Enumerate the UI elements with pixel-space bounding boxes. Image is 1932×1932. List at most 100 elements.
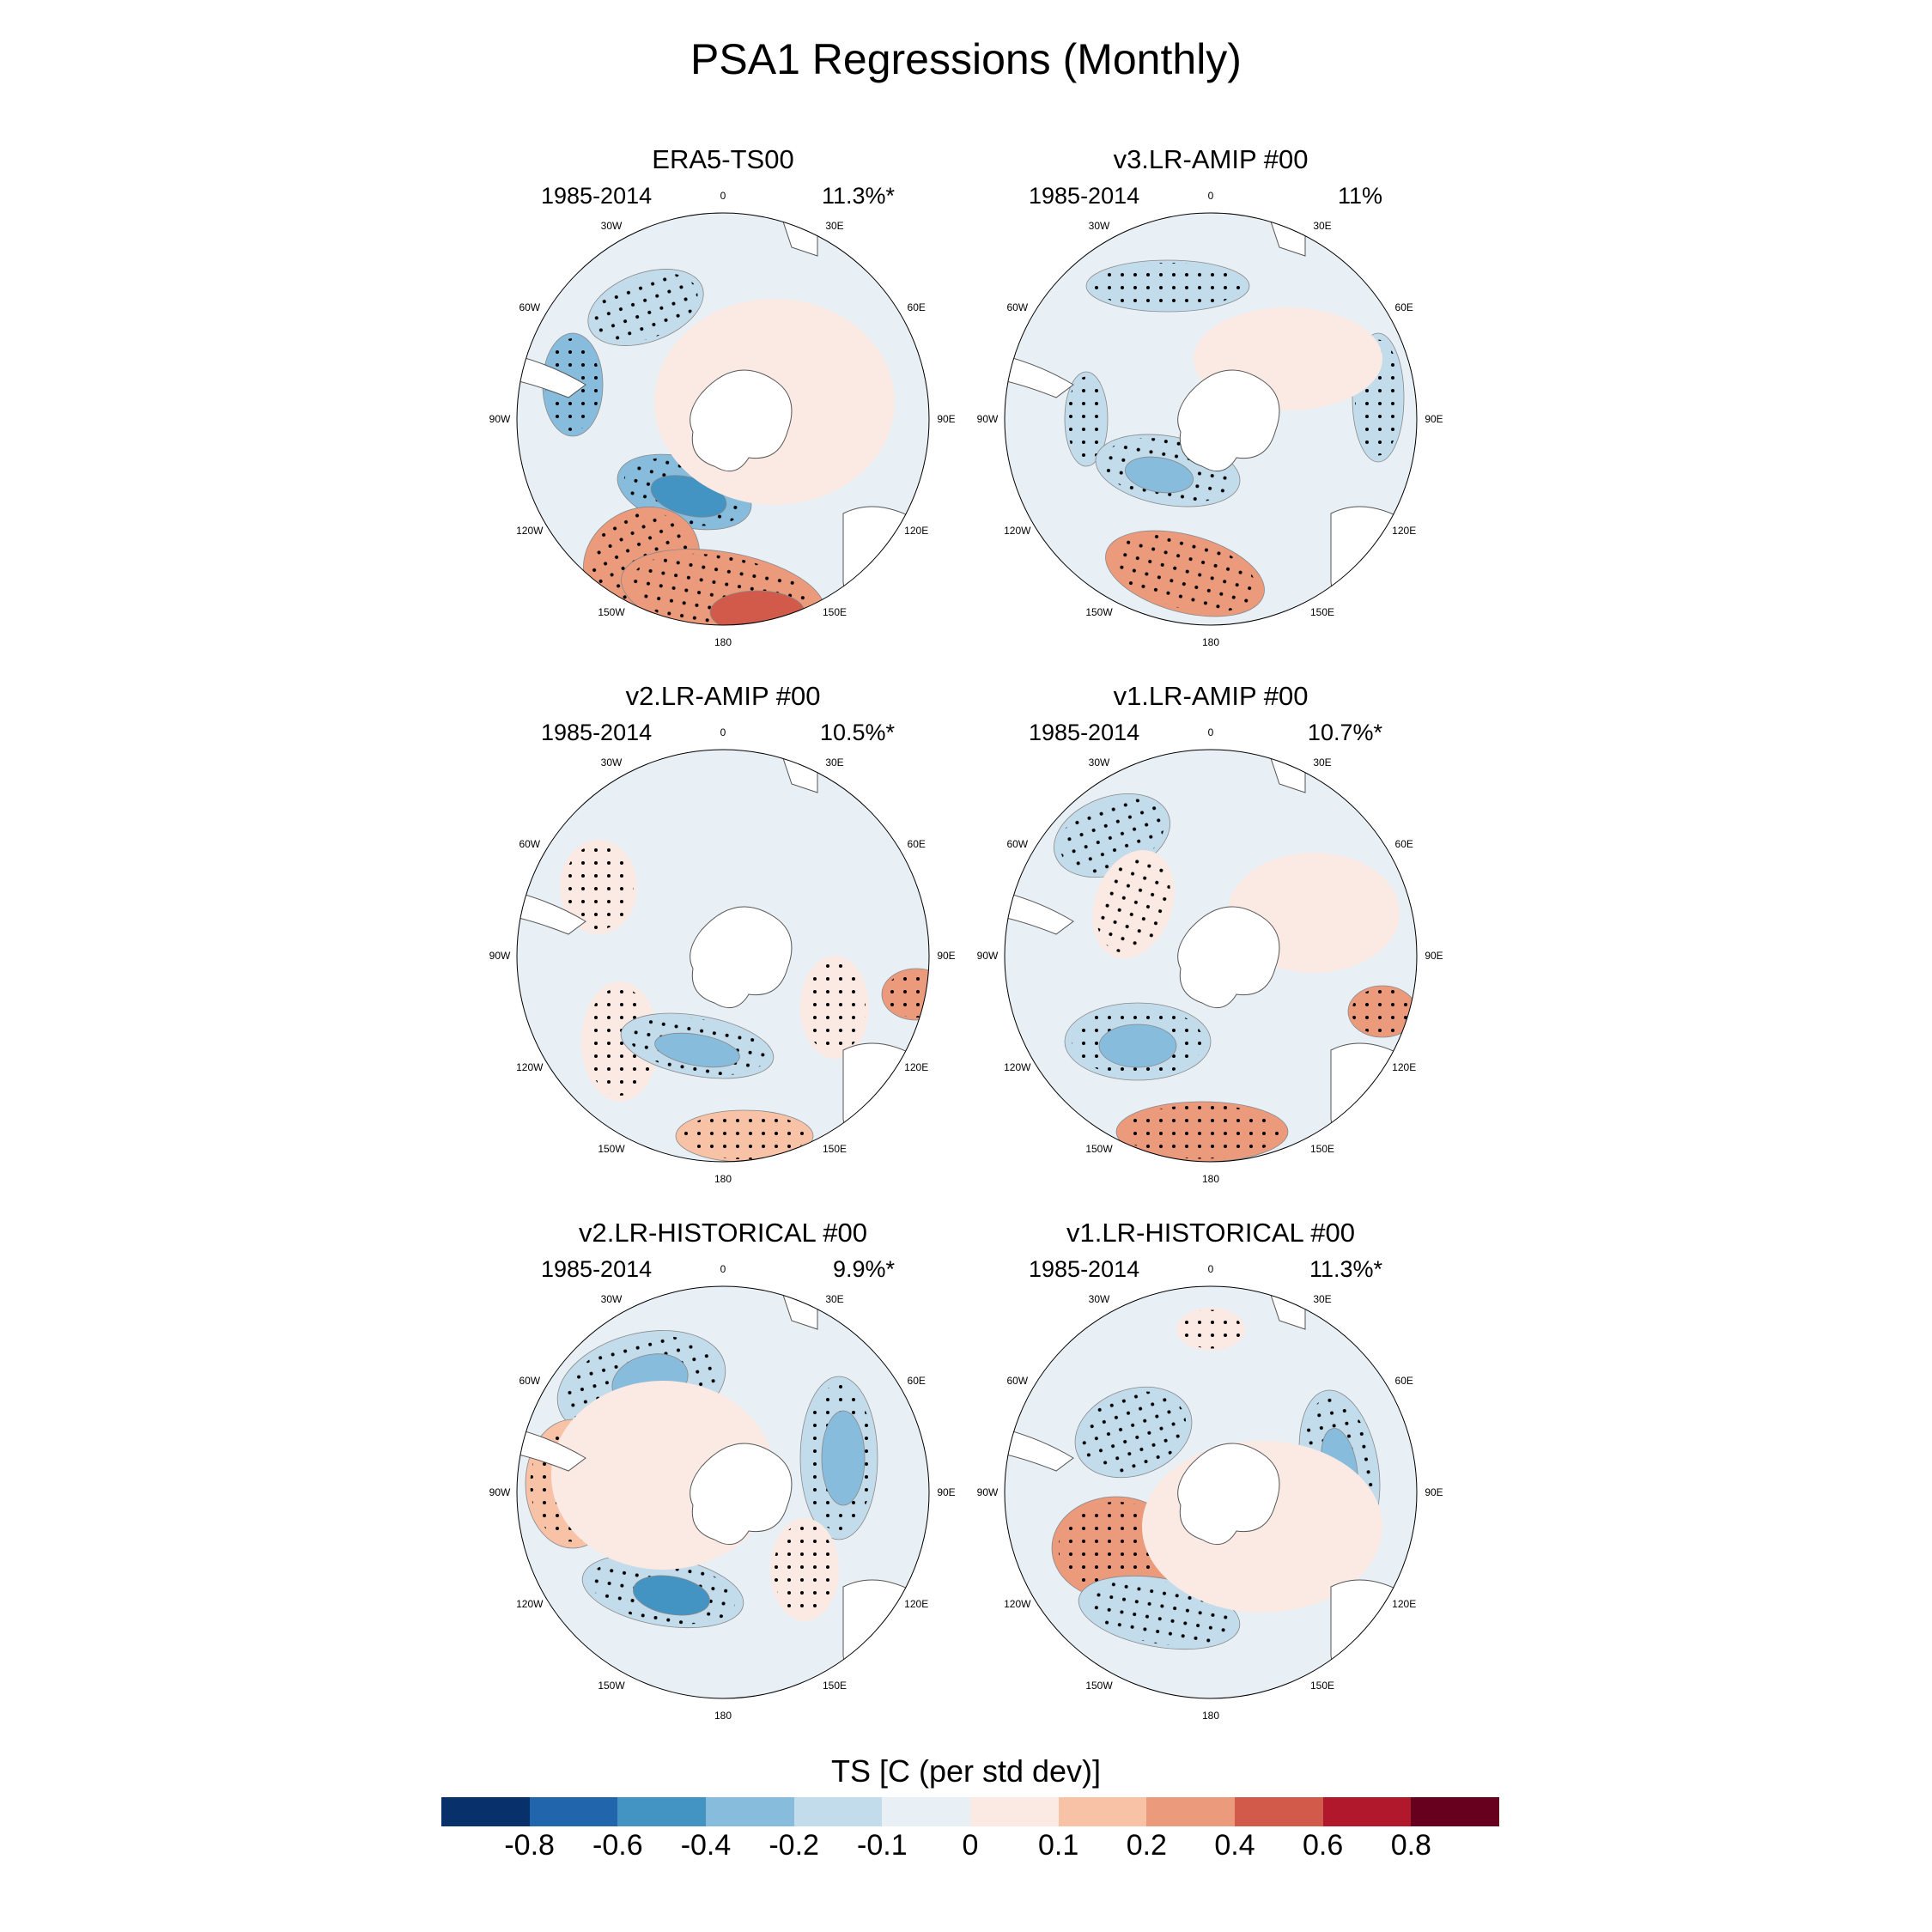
longitude-label: 60E [1395,838,1413,850]
longitude-label: 120E [904,525,928,537]
longitude-label: 120E [1392,1061,1416,1073]
colorbar-swatch [529,1797,618,1826]
longitude-label: 150W [1085,1680,1113,1692]
map-boundary [1004,1285,1418,1699]
longitude-label: 60W [519,301,540,313]
significance-stipple [1080,1391,1187,1473]
colorbar-tick-label: -0.2 [769,1829,819,1862]
longitude-label: 180 [714,636,732,648]
colorbar-tick-label: 0.2 [1126,1829,1167,1862]
longitude-label: 90W [489,950,511,962]
polar-map: 0 30E 60E 90E 120E 150E 180 150W 120W 90W 60W 30W [489,190,956,648]
longitude-label: 180 [714,1710,732,1722]
land-mask [1330,1579,1417,1698]
land-mask [690,369,793,472]
panel-variance-percent: 11.3%* [1309,1256,1382,1282]
anomaly-region [1125,456,1194,494]
colorbar-tick-label: -0.6 [592,1829,643,1862]
polar-map: 0 30E 60E 90E 120E 150E 180 150W 120W 90W 60W 30W [489,1263,956,1722]
longitude-label: 150E [1310,1680,1334,1692]
colorbar-swatch [1058,1797,1147,1826]
longitude-label: 30W [1089,1293,1110,1305]
panel-title: ERA5-TS00 [652,144,794,174]
longitude-label: 150E [823,606,847,618]
map-boundary [516,212,930,626]
significance-stipple [1125,1104,1279,1159]
anomaly-region [1098,1024,1177,1068]
longitude-label: 60W [519,1375,540,1387]
map-boundary [516,749,930,1163]
longitude-label: 60E [908,838,926,850]
anomaly-region [709,590,805,625]
longitude-label: 120W [516,525,544,537]
panel-variance-percent: 11% [1337,183,1382,209]
colorbar-swatch [1411,1797,1500,1826]
map-panel: v1.LR-HISTORICAL #00 1985-2014 11.3%* 0 30E 6… [936,1218,1485,1733]
map-panel: v1.LR-AMIP #00 1985-2014 10.7%* 0 30E 60E 90E 1… [936,681,1485,1196]
significance-stipple [1180,1309,1242,1349]
longitude-label: 60W [1006,301,1028,313]
colorbar-tick-label: -0.4 [680,1829,732,1862]
longitude-label: 150E [823,1143,847,1155]
longitude-label: 90W [977,413,999,425]
longitude-label: 150W [598,1143,625,1155]
land-mask [902,263,929,288]
longitude-label: 120W [516,1061,544,1073]
map-boundary [516,1285,930,1699]
map-boundary [1004,212,1418,626]
colorbar-swatch [970,1797,1059,1826]
longitude-label: 120E [904,1598,928,1610]
map-panel: v2.LR-AMIP #00 1985-2014 10.5%* 0 30E 60E 90E 1… [448,681,998,1196]
longitude-label: 30E [1313,756,1331,769]
land-mask [842,1042,929,1162]
land-mask [690,1443,793,1546]
longitude-label: 150E [1310,1143,1334,1155]
longitude-label: 90E [937,413,955,425]
land-mask [842,506,929,625]
figure-title: PSA1 Regressions (Monthly) [690,35,1242,83]
longitude-label: 30E [1313,1293,1331,1305]
colorbar-tick-label: 0.6 [1303,1829,1344,1862]
longitude-label: 0 [720,190,726,202]
colorbar-swatch [441,1797,530,1826]
longitude-label: 0 [1208,1263,1214,1275]
longitude-label: 30W [601,1293,623,1305]
land-mask [1177,906,1280,1009]
longitude-label: 30W [1089,220,1110,232]
significance-stipple [593,272,698,343]
panel-variance-percent: 11.3%* [821,183,895,209]
longitude-label: 120E [904,1061,928,1073]
significance-stipple [1352,988,1413,1035]
longitude-label: 120W [1004,1598,1031,1610]
map-panel: v2.LR-HISTORICAL #00 1985-2014 9.9%* 0 30E 60… [448,1218,998,1733]
significance-stipple [683,1113,806,1159]
longitude-label: 90E [937,1486,955,1498]
longitude-label: 0 [1208,726,1214,738]
longitude-label: 150E [823,1680,847,1692]
longitude-label: 60W [519,838,540,850]
longitude-label: 120E [1392,525,1416,537]
significance-stipple [1097,855,1170,953]
panel-title: v1.LR-AMIP #00 [1113,681,1309,711]
colorbar-swatch [882,1797,971,1826]
panel-period: 1985-2014 [1029,183,1140,209]
panel-period: 1985-2014 [1029,1256,1140,1282]
longitude-label: 60E [908,301,926,313]
significance-stipple [585,987,655,1096]
longitude-label: 150E [1310,606,1334,618]
colorbar [441,1797,1500,1826]
longitude-label: 90E [1425,413,1443,425]
polar-map: 0 30E 60E 90E 120E 150E 180 150W 120W 90W 60W 30W [977,1263,1443,1722]
panel-variance-percent: 9.9%* [832,1256,895,1282]
longitude-label: 90W [489,413,511,425]
longitude-label: 180 [714,1173,732,1185]
longitude-label: 60E [1395,1375,1413,1387]
longitude-label: 90W [977,950,999,962]
colorbar-swatch [1235,1797,1323,1826]
longitude-label: 120W [1004,1061,1031,1073]
polar-map: 0 30E 60E 90E 120E 150E 180 150W 120W 90W 60W 30W [977,190,1443,648]
longitude-label: 120E [1392,1598,1416,1610]
colorbar-tick-label: 0.1 [1038,1829,1079,1862]
longitude-label: 180 [1202,636,1219,648]
significance-stipple [804,961,866,1054]
